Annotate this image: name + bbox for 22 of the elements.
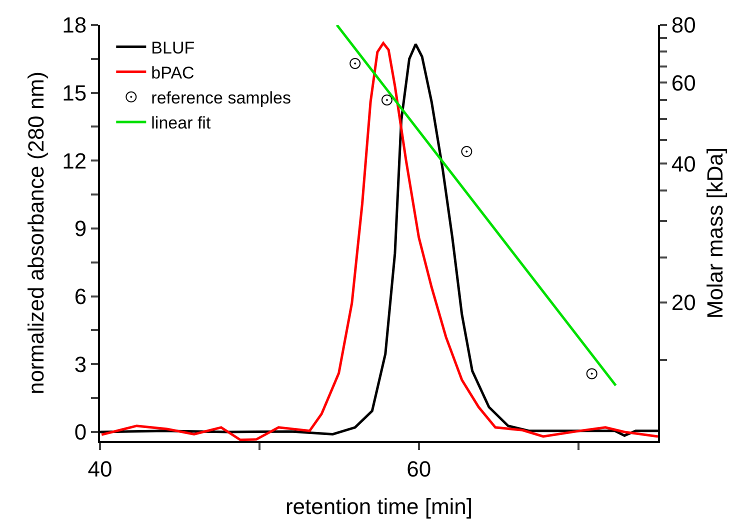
y2-tick-label: 20 xyxy=(671,290,696,316)
point xyxy=(461,146,472,158)
y-tick-label: 0 xyxy=(74,420,87,445)
y2-axis-title: Molar mass [kDa] xyxy=(702,147,728,319)
y2-tick-label: 40 xyxy=(671,151,696,176)
y-tick-label: 15 xyxy=(62,80,87,106)
legend-label: BLUF xyxy=(151,38,195,58)
y-tick-label: 3 xyxy=(74,352,87,377)
y-tick-label: 9 xyxy=(74,216,87,242)
legend-label: reference samples xyxy=(151,88,292,108)
legend-label: linear fit xyxy=(151,114,211,133)
y2-tick-label: 80 xyxy=(671,12,696,38)
y-tick-label: 12 xyxy=(62,148,87,174)
y-tick-label: 6 xyxy=(74,284,87,309)
point xyxy=(350,58,361,69)
y-tick-label: 18 xyxy=(62,12,87,38)
point xyxy=(586,368,598,380)
y2-tick-label: 60 xyxy=(671,70,696,96)
y-axis-title: normalized absorbance (280 nm) xyxy=(23,72,48,394)
point xyxy=(381,94,392,106)
x-axis-title: retention time [min] xyxy=(285,494,473,519)
legend-label: bPAC xyxy=(151,63,194,82)
